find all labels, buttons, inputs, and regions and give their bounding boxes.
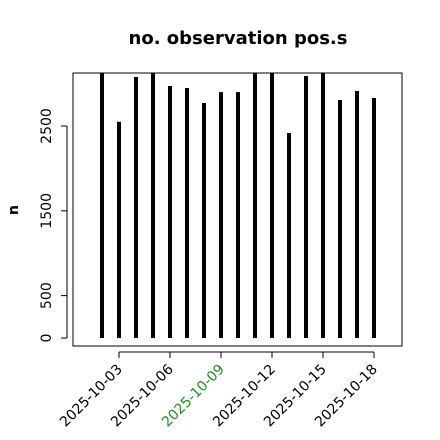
y-tick-label: 500 [39, 282, 55, 309]
y-tick-label: 2500 [39, 108, 55, 144]
chart-title: no. observation pos.s [129, 28, 348, 49]
bars [100, 73, 376, 339]
y-tick-label: 0 [39, 334, 55, 343]
y-tick-label: 1500 [39, 193, 55, 229]
plot-frame [72, 72, 403, 347]
y-axis-label: n [6, 205, 22, 215]
